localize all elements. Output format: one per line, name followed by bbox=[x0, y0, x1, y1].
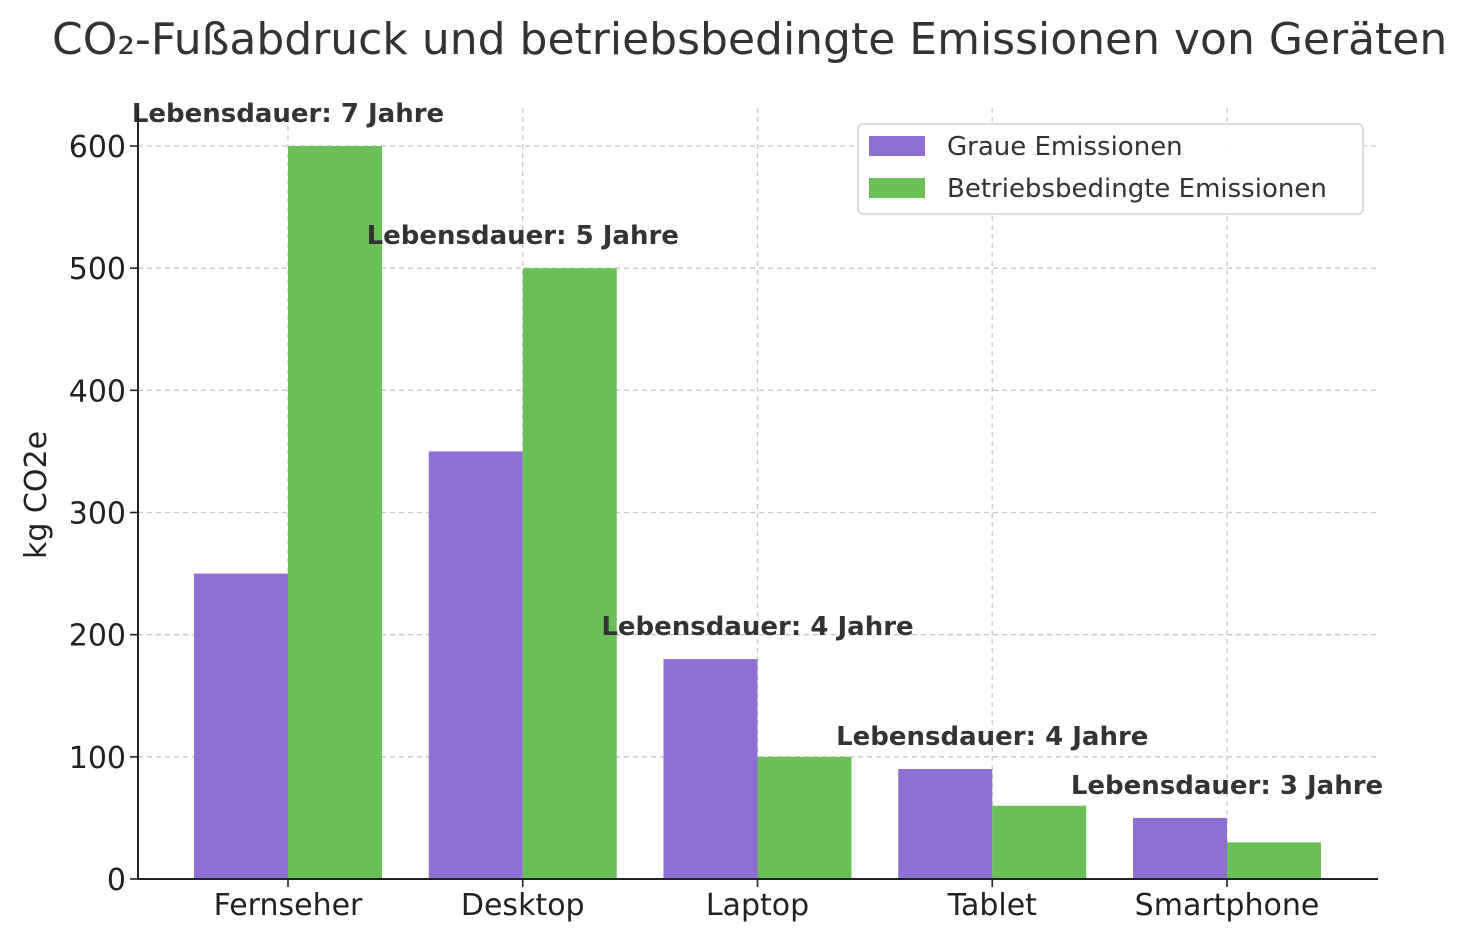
legend-box bbox=[857, 123, 1364, 215]
y-tick-label: 0 bbox=[107, 863, 126, 898]
legend-label: Betriebsbedingte Emissionen bbox=[947, 174, 1327, 204]
legend-swatch bbox=[869, 136, 925, 156]
x-tick-label: Smartphone bbox=[1135, 888, 1320, 923]
bar-betrieb-smartphone bbox=[1227, 842, 1321, 879]
legend-label: Graue Emissionen bbox=[947, 132, 1183, 162]
x-tick-label: Laptop bbox=[706, 888, 809, 923]
lifetime-annotation: Lebensdauer: 3 Jahre bbox=[1071, 771, 1383, 801]
y-tick-label: 500 bbox=[69, 252, 126, 287]
lifetime-annotation: Lebensdauer: 5 Jahre bbox=[367, 221, 679, 251]
x-tick-label: Tablet bbox=[947, 888, 1038, 923]
bar-betrieb-laptop bbox=[757, 756, 852, 879]
y-tick-label: 400 bbox=[69, 374, 126, 409]
y-axis-label: kg CO2e bbox=[19, 431, 54, 559]
lifetime-annotations: Lebensdauer: 7 Jahre Lebensdauer: 5 Jahre… bbox=[132, 99, 1383, 801]
chart-title: CO₂-Fußabdruck und betriebsbedingte Emis… bbox=[52, 14, 1447, 65]
bar-graue-tablet bbox=[898, 769, 993, 879]
y-tick-label: 300 bbox=[69, 497, 126, 532]
bars bbox=[194, 146, 1321, 880]
bar-graue-smartphone bbox=[1133, 817, 1227, 879]
legend: Graue Emissionen Betriebsbedingte Emissio… bbox=[857, 123, 1364, 215]
x-tick-label: Fernseher bbox=[214, 888, 363, 923]
legend-swatch bbox=[869, 178, 925, 198]
y-tick-label: 200 bbox=[69, 619, 126, 654]
lifetime-annotation: Lebensdauer: 7 Jahre bbox=[132, 99, 444, 129]
bar-betrieb-fernseher bbox=[288, 146, 382, 879]
axes: 0 100 200 300 400 500 600 Fernseher Desktop Lapto… bbox=[69, 108, 1378, 923]
bar-betrieb-desktop bbox=[522, 268, 617, 880]
y-tick-label: 600 bbox=[69, 130, 126, 165]
bar-graue-laptop bbox=[663, 659, 758, 879]
bar-betrieb-tablet bbox=[992, 805, 1087, 879]
bar-graue-desktop bbox=[428, 451, 523, 879]
bar-graue-fernseher bbox=[194, 573, 288, 879]
x-tick-label: Desktop bbox=[461, 888, 585, 923]
lifetime-annotation: Lebensdauer: 4 Jahre bbox=[836, 722, 1148, 752]
lifetime-annotation: Lebensdauer: 4 Jahre bbox=[601, 612, 913, 642]
y-tick-label: 100 bbox=[69, 741, 126, 776]
